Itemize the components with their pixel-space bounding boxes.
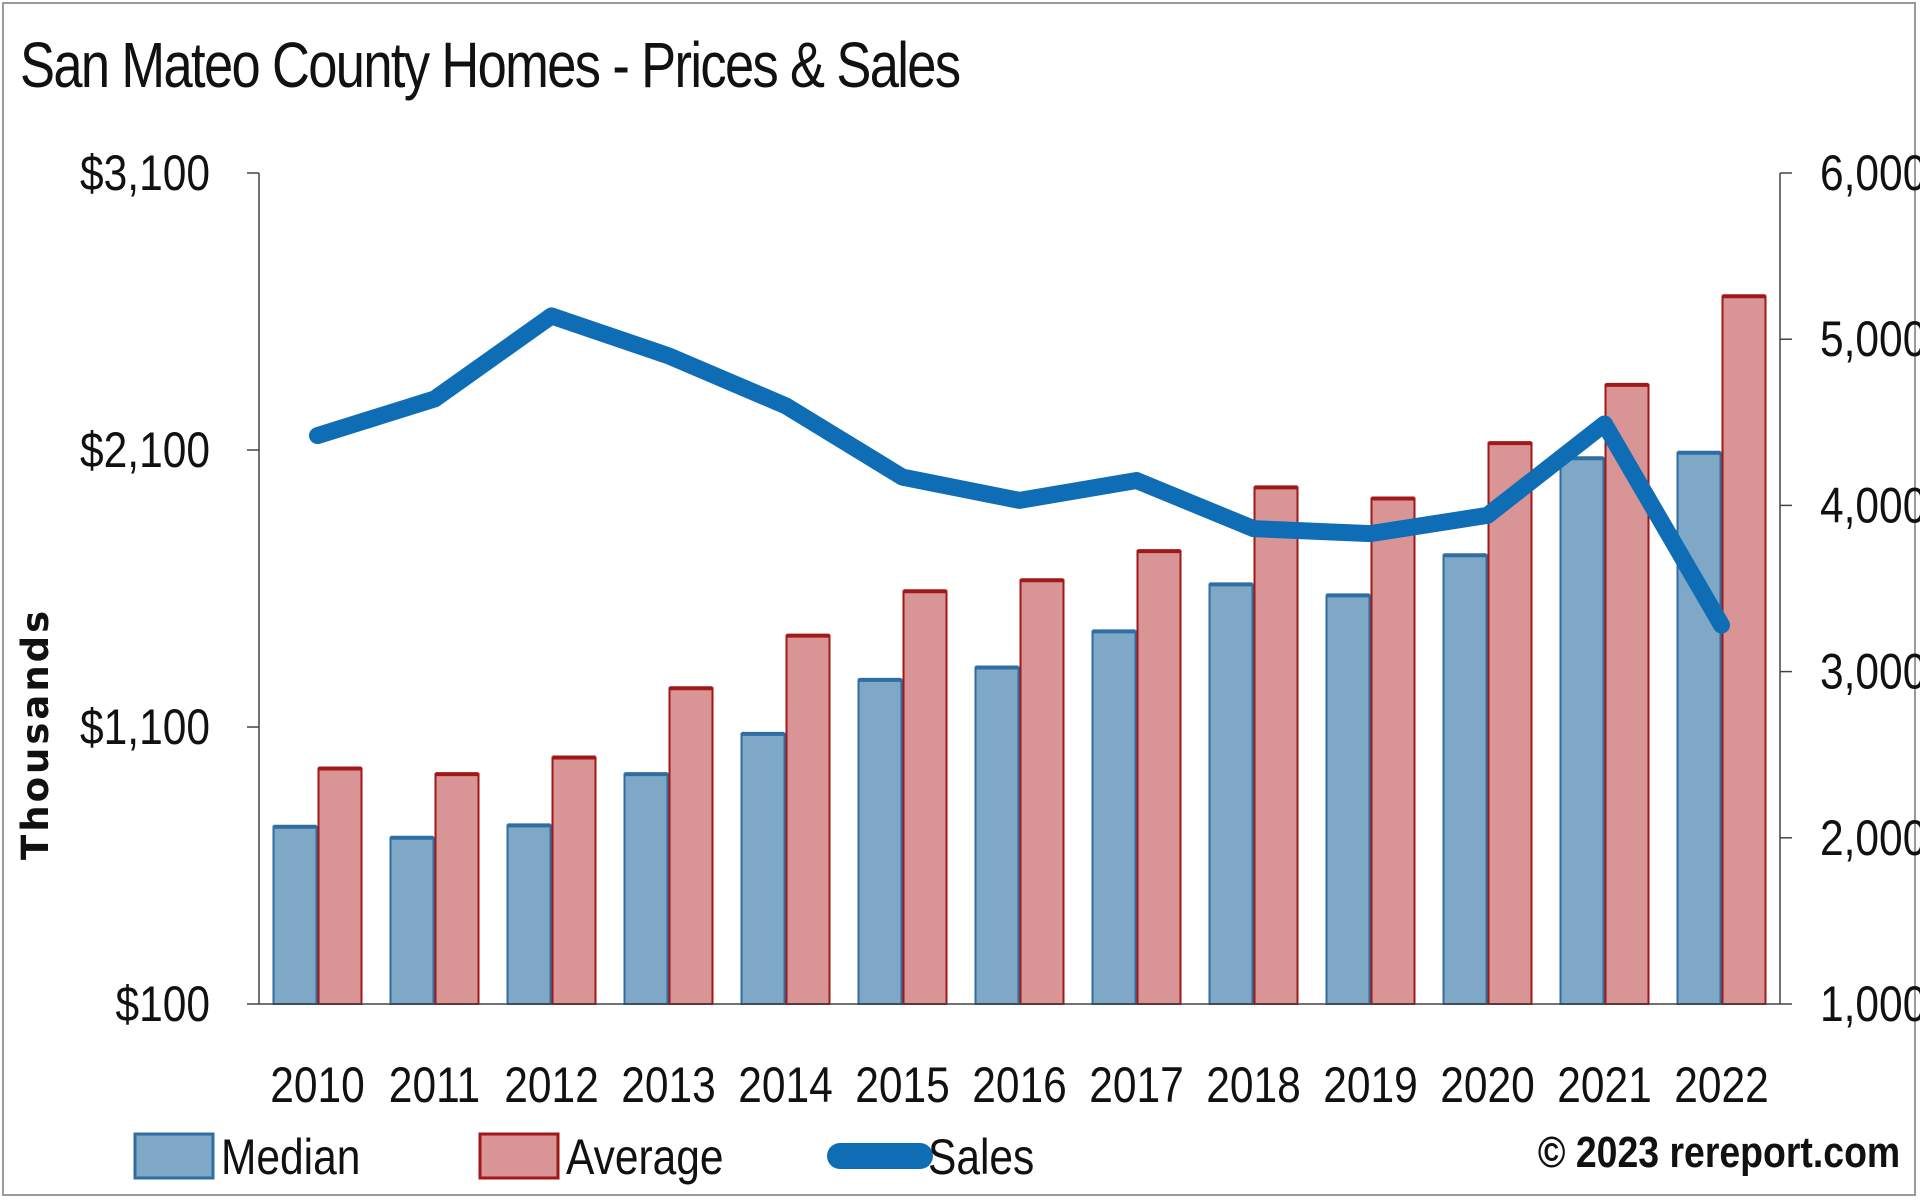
median-bar — [1325, 594, 1371, 1005]
median-bar — [623, 773, 669, 1006]
average-bar — [1721, 295, 1767, 1005]
median-bar — [272, 825, 318, 1005]
median-bar — [389, 836, 435, 1005]
average-bar — [1019, 579, 1065, 1005]
left-tick-label: $3,100 — [80, 145, 210, 201]
x-tick-label: 2019 — [1323, 1057, 1418, 1113]
left-tick-label: $2,100 — [80, 422, 210, 478]
legend-average-label: Average — [566, 1129, 723, 1185]
legend-sales-label: Sales — [928, 1129, 1034, 1185]
right-tick-label: 1,000 — [1820, 976, 1920, 1032]
right-tick-label: 3,000 — [1820, 643, 1920, 699]
median-bar — [1559, 457, 1605, 1005]
chart-title: San Mateo County Homes - Prices & Sales — [20, 29, 961, 101]
median-bar — [857, 678, 903, 1005]
median-bar — [740, 732, 786, 1005]
x-tick-label: 2022 — [1674, 1057, 1769, 1113]
average-bar — [1136, 550, 1182, 1005]
average-bar — [1253, 486, 1299, 1005]
x-tick-label: 2018 — [1206, 1057, 1301, 1113]
left-tick-label: $1,100 — [80, 699, 210, 755]
average-bar — [434, 773, 480, 1006]
copyright-credit: © 2023 rereport.com — [1537, 1128, 1900, 1177]
average-bar — [317, 767, 363, 1005]
right-tick-label: 6,000 — [1820, 145, 1920, 201]
median-bar — [1676, 451, 1722, 1005]
legend-average-swatch — [478, 1132, 560, 1180]
x-tick-label: 2016 — [972, 1057, 1067, 1113]
median-bar — [1208, 583, 1254, 1005]
sales-line — [309, 307, 1730, 634]
x-tick-label: 2011 — [389, 1057, 480, 1113]
right-tick-label: 5,000 — [1820, 311, 1920, 367]
x-tick-label: 2017 — [1089, 1057, 1184, 1113]
median-bar — [974, 666, 1020, 1005]
x-tick-label: 2010 — [270, 1057, 365, 1113]
x-tick-label: 2013 — [621, 1057, 716, 1113]
average-bar — [551, 756, 597, 1005]
left-tick-label: $100 — [115, 976, 210, 1032]
right-tick-label: 2,000 — [1820, 810, 1920, 866]
x-tick-label: 2021 — [1557, 1057, 1652, 1113]
legend-median-label: Median — [221, 1129, 360, 1185]
average-bar — [902, 590, 948, 1006]
x-tick-label: 2014 — [738, 1057, 833, 1113]
average-bar — [1487, 442, 1533, 1005]
median-bar — [1442, 554, 1488, 1005]
x-tick-label: 2020 — [1440, 1057, 1535, 1113]
median-bar — [1091, 630, 1137, 1005]
right-tick-label: 4,000 — [1820, 477, 1920, 533]
average-bar — [1370, 497, 1416, 1005]
x-tick-label: 2015 — [855, 1057, 950, 1113]
average-bar — [668, 687, 714, 1005]
average-bar — [785, 634, 831, 1006]
median-bar — [506, 824, 552, 1006]
x-tick-label: 2012 — [504, 1057, 599, 1113]
legend-median-swatch — [133, 1132, 215, 1180]
